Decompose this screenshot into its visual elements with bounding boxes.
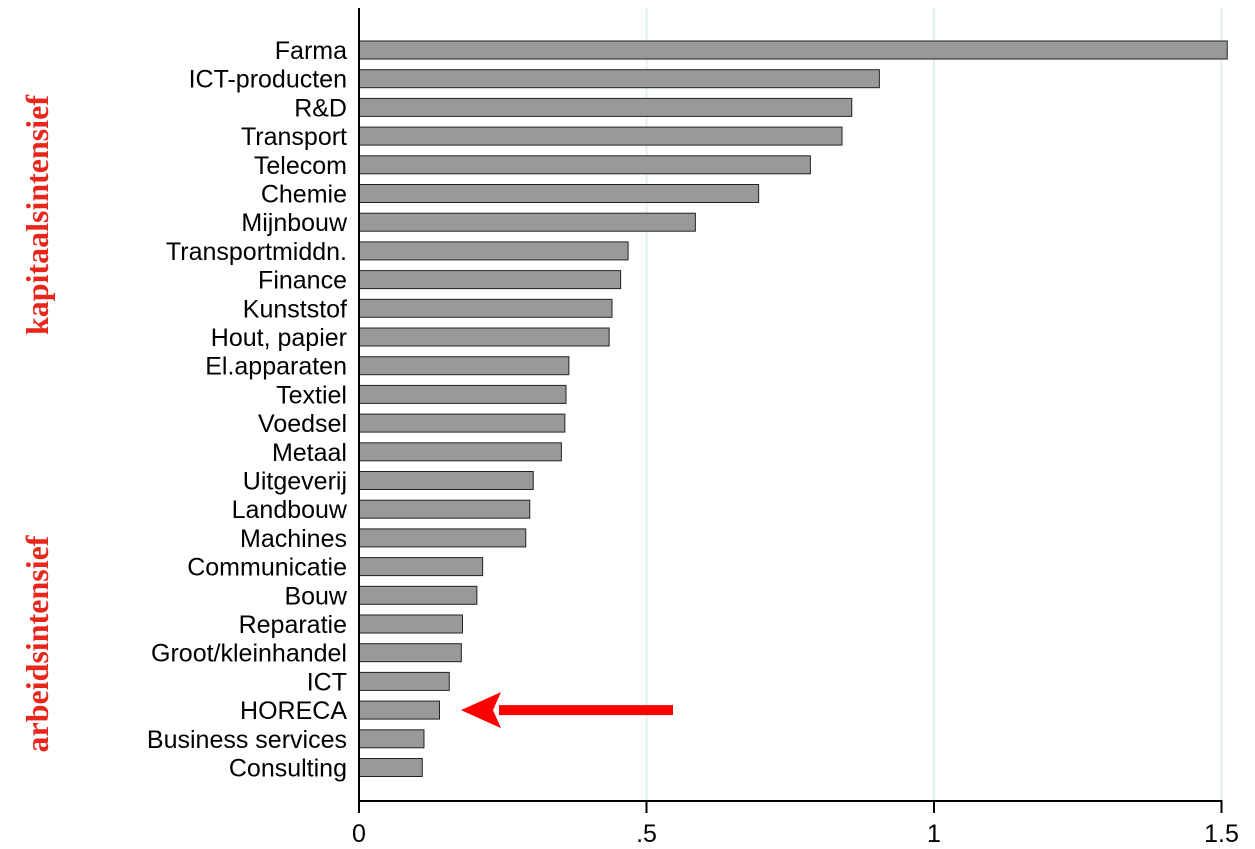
category-label: Hout, papier — [211, 324, 347, 352]
category-label: Kunststof — [243, 295, 347, 323]
category-label: Transport — [241, 123, 347, 151]
category-label: Landbouw — [232, 496, 348, 524]
category-label: R&D — [294, 94, 347, 122]
highlight-arrow — [461, 692, 673, 729]
bar-ict — [358, 671, 450, 691]
category-labels: FarmaICT-productenR&DTransportTelecomChe… — [147, 37, 348, 783]
arrow-head — [461, 692, 501, 729]
category-label: ICT — [307, 668, 347, 696]
category-label: Groot/kleinhandel — [151, 640, 347, 668]
category-label: Chemie — [261, 181, 347, 209]
x-axis-ticks: 0 .5 1 1.5 — [352, 801, 1239, 848]
bar-communicatie — [358, 557, 484, 577]
bar-reparatie — [358, 614, 463, 634]
bar-chemie — [358, 184, 760, 203]
x-tick-label: 1 — [927, 820, 941, 848]
bar-business-services — [358, 729, 425, 749]
bar-transportmiddn- — [358, 241, 629, 261]
category-label: Mijnbouw — [241, 209, 348, 237]
bar-ict-producten — [358, 69, 880, 89]
bar-voedsel — [358, 413, 566, 433]
bar-mijnbouw — [358, 212, 696, 232]
bar-groot-kleinhandel — [358, 643, 462, 663]
x-tick-label: 1.5 — [1204, 820, 1239, 848]
x-tick-label: 0 — [352, 820, 366, 848]
bar-transport — [358, 126, 843, 146]
category-label: Consulting — [229, 755, 347, 783]
category-label: Uitgeverij — [243, 468, 347, 496]
bar-finance — [358, 270, 622, 290]
category-label: Finance — [258, 267, 347, 295]
category-label: Textiel — [276, 381, 347, 409]
bar-bouw — [358, 585, 478, 605]
bar-horeca — [358, 700, 440, 720]
category-label: Bouw — [284, 582, 347, 610]
category-label: HORECA — [240, 697, 347, 725]
category-label: El.apparaten — [205, 353, 347, 381]
bar-landbouw — [358, 499, 531, 519]
lower-side-label: arbeidsintensief — [19, 535, 55, 752]
annotations: kapitaalsintensief arbeidsintensief — [19, 95, 673, 752]
bar-hout-papier — [358, 327, 610, 347]
bar-metaal — [358, 442, 562, 462]
category-label: Machines — [240, 525, 347, 553]
bar-machines — [358, 528, 527, 548]
bar-uitgeverij — [358, 471, 534, 490]
bar-kunststof — [358, 298, 613, 318]
category-label: Transportmiddn. — [166, 238, 347, 266]
category-label: Business services — [147, 726, 347, 754]
category-label: Telecom — [254, 152, 347, 180]
bar-r-d — [358, 97, 853, 117]
bar-el-apparaten — [358, 356, 570, 376]
bar-consulting — [358, 758, 423, 777]
category-label: Farma — [275, 37, 347, 65]
category-label: Metaal — [272, 439, 347, 467]
arrow-shaft — [499, 705, 673, 716]
category-label: ICT-producten — [189, 66, 347, 94]
bar-farma — [358, 40, 1228, 60]
category-label: Reparatie — [239, 611, 347, 639]
bars — [358, 40, 1228, 777]
upper-side-label: kapitaalsintensief — [19, 95, 55, 335]
bar-textiel — [358, 384, 567, 404]
x-tick-label: .5 — [636, 820, 657, 848]
axes — [358, 8, 1223, 802]
category-label: Voedsel — [258, 410, 347, 438]
category-label: Communicatie — [187, 554, 347, 582]
bar-telecom — [358, 155, 811, 175]
